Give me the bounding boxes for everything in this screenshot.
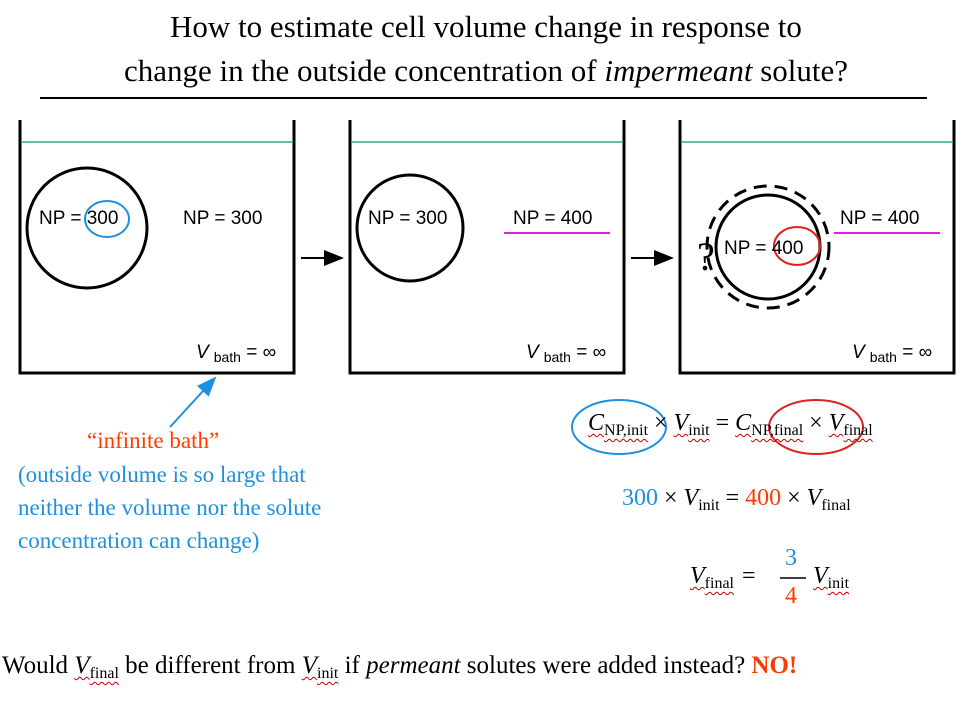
v-symbol: V: [690, 563, 705, 589]
title-underline: [40, 97, 927, 99]
v-symbol: V: [828, 410, 844, 436]
c-symbol: C: [588, 410, 605, 436]
v-final-subscript: final: [704, 575, 734, 592]
v-final-subscript: final: [821, 497, 851, 514]
v-symbol: V: [301, 652, 317, 679]
question-text: Would: [2, 652, 75, 679]
times-sign: ×: [658, 485, 684, 511]
infinite-bath-pointer-arrow: [169, 376, 217, 428]
bottom-question: Would Vfinal be different from Vinit if …: [2, 652, 797, 683]
annotation-line-1: (outside volume is so large that: [18, 462, 306, 487]
equation-result-left: Vfinal =: [690, 563, 756, 593]
equation-conservation: CNP,init × Vinit = CNP,final × Vfinal: [588, 410, 873, 440]
annotation-line-3: concentration can change): [18, 528, 260, 553]
cell-circle: [355, 173, 465, 283]
times-sign: ×: [781, 485, 807, 511]
v-symbol: V: [683, 485, 699, 511]
cell-np-label: NP = 400: [724, 238, 803, 259]
cell-circle: [25, 166, 149, 290]
v-symbol: V: [673, 410, 689, 436]
times-sign: ×: [803, 410, 829, 436]
v-symbol: V: [813, 563, 828, 589]
fraction-denominator: 4: [785, 583, 797, 609]
v-init-subscript: init: [317, 665, 339, 682]
v-symbol: V: [74, 652, 90, 679]
c-final-highlight: [768, 399, 864, 455]
dashed-original-cell: [705, 184, 831, 310]
highlight-ellipse: [84, 200, 130, 238]
c-init-highlight: [571, 399, 667, 455]
title-italic-word: impermeant: [604, 53, 753, 88]
v-init-subscript: init: [698, 497, 720, 514]
bath-np-label: NP = 400: [513, 208, 592, 229]
v-init-subscript: init: [827, 575, 850, 592]
c-final-subscript: NP,final: [751, 422, 804, 439]
equals-sign: =: [709, 410, 736, 436]
cell-np-label: NP = 300: [39, 208, 118, 229]
highlight-ellipse: [773, 226, 821, 266]
value-300: 300: [622, 485, 658, 511]
annotation-line-2: neither the volume nor the solute: [18, 495, 322, 520]
equals-sign: =: [742, 563, 756, 589]
question-text: if: [338, 652, 367, 679]
question-italic-word: permeant: [366, 652, 461, 679]
infinite-bath-label: “infinite bath”: [87, 428, 220, 453]
answer-no: NO!: [751, 652, 798, 679]
times-sign: ×: [648, 410, 674, 436]
value-400: 400: [745, 485, 782, 511]
equals-sign: =: [719, 485, 746, 511]
question-text: solutes were added instead?: [460, 652, 752, 679]
c-symbol: C: [735, 410, 752, 436]
v-init-subscript: init: [688, 422, 710, 439]
slide-title-line-1: How to estimate cell volume change in re…: [170, 9, 802, 44]
question-mark: ?: [697, 234, 715, 279]
c-init-subscript: NP,init: [604, 422, 649, 439]
bath-np-label: NP = 400: [840, 208, 919, 229]
title-text-end: solute?: [752, 53, 848, 88]
v-final-subscript: final: [843, 422, 873, 439]
v-symbol: V: [806, 485, 822, 511]
cell-np-label: NP = 300: [368, 208, 447, 229]
v-final-subscript: final: [89, 665, 119, 682]
title-text: change in the outside concentration of: [124, 53, 605, 88]
fraction-numerator: 3: [785, 545, 797, 571]
question-text: be different from: [118, 652, 302, 679]
equation-result-right: Vinit: [813, 563, 849, 593]
slide-title-line-2: change in the outside concentration of i…: [0, 52, 972, 89]
bath-np-label: NP = 300: [183, 208, 262, 229]
equation-substituted: 300 × Vinit = 400 × Vfinal: [622, 485, 851, 515]
